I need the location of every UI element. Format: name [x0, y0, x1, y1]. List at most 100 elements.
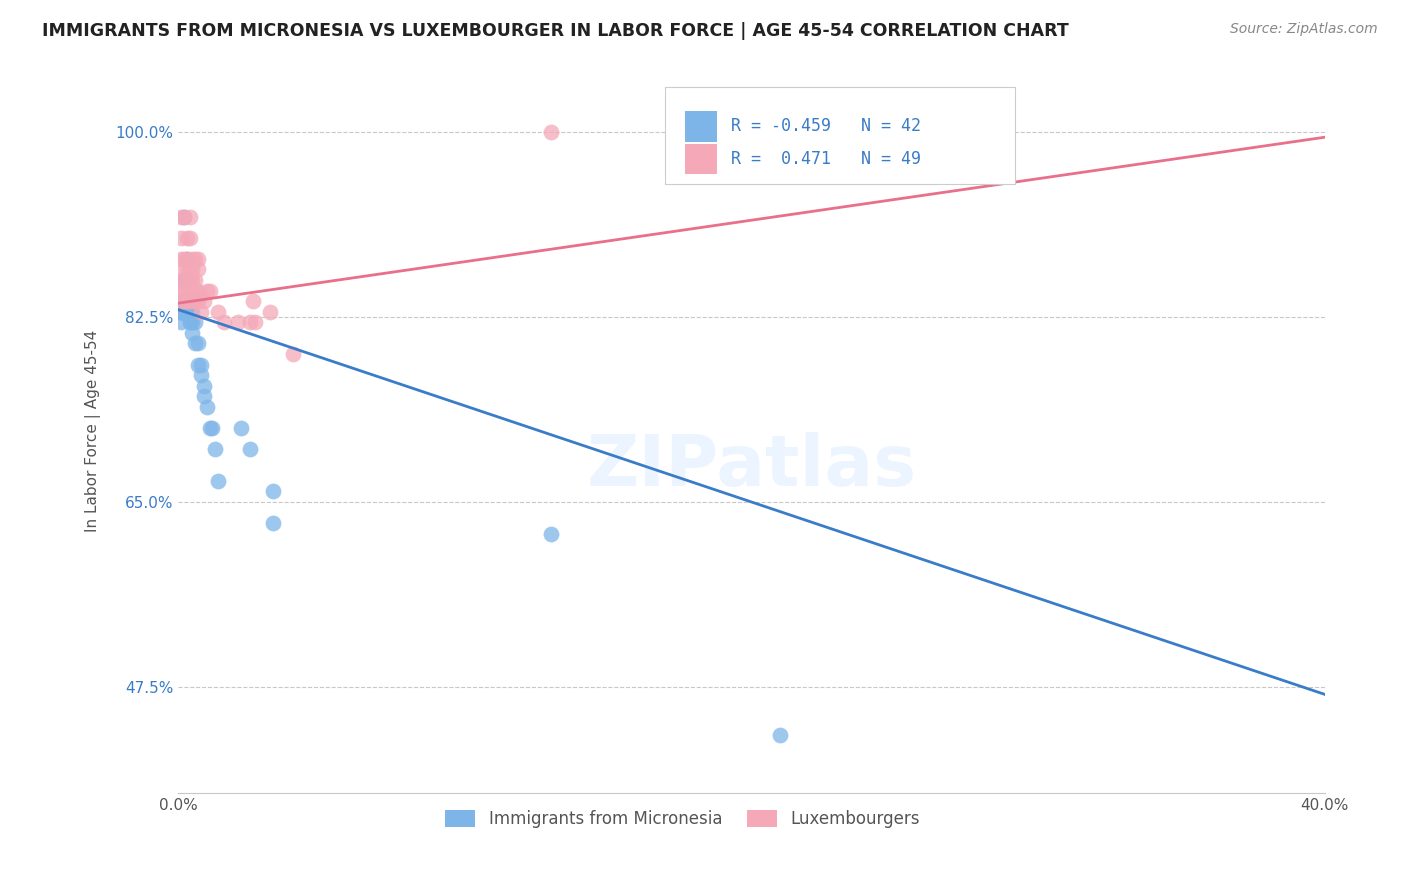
- Point: [170, 294, 193, 309]
- Point: [179, 262, 201, 277]
- Text: R =  0.471   N = 49: R = 0.471 N = 49: [731, 150, 921, 168]
- Point: [179, 210, 201, 224]
- Point: [173, 294, 195, 309]
- Point: [176, 294, 198, 309]
- Point: [179, 315, 201, 329]
- Point: [190, 368, 212, 383]
- Point: [184, 336, 207, 351]
- Point: [540, 526, 562, 541]
- Point: [184, 315, 207, 329]
- Point: [193, 389, 215, 403]
- Point: [187, 358, 209, 372]
- Text: ZIPatlas: ZIPatlas: [586, 433, 917, 501]
- Point: [184, 252, 207, 266]
- Text: Source: ZipAtlas.com: Source: ZipAtlas.com: [1230, 22, 1378, 37]
- Point: [176, 304, 198, 318]
- Point: [170, 284, 193, 298]
- Point: [170, 304, 193, 318]
- Point: [176, 252, 198, 266]
- Point: [179, 294, 201, 309]
- Point: [262, 516, 284, 530]
- Point: [242, 294, 264, 309]
- Y-axis label: In Labor Force | Age 45-54: In Labor Force | Age 45-54: [86, 329, 101, 532]
- Point: [170, 304, 193, 318]
- Point: [176, 284, 198, 298]
- Point: [181, 252, 204, 266]
- Point: [239, 315, 262, 329]
- Point: [173, 252, 195, 266]
- Point: [187, 262, 209, 277]
- Point: [170, 294, 193, 309]
- Point: [176, 273, 198, 287]
- Point: [173, 210, 195, 224]
- Text: IMMIGRANTS FROM MICRONESIA VS LUXEMBOURGER IN LABOR FORCE | AGE 45-54 CORRELATIO: IMMIGRANTS FROM MICRONESIA VS LUXEMBOURG…: [42, 22, 1069, 40]
- Point: [181, 304, 204, 318]
- Point: [173, 273, 195, 287]
- Point: [176, 230, 198, 244]
- Point: [181, 273, 204, 287]
- Point: [179, 294, 201, 309]
- Point: [193, 294, 215, 309]
- Point: [207, 304, 229, 318]
- Point: [187, 294, 209, 309]
- Point: [198, 284, 221, 298]
- Point: [207, 474, 229, 488]
- Point: [173, 294, 195, 309]
- Point: [173, 262, 195, 277]
- Legend: Immigrants from Micronesia, Luxembourgers: Immigrants from Micronesia, Luxembourger…: [439, 804, 927, 835]
- Point: [176, 252, 198, 266]
- FancyBboxPatch shape: [665, 87, 1015, 185]
- Point: [769, 727, 792, 741]
- Point: [170, 252, 193, 266]
- Point: [229, 421, 252, 435]
- Point: [170, 294, 193, 309]
- Point: [245, 315, 267, 329]
- Point: [190, 358, 212, 372]
- Point: [170, 315, 193, 329]
- Point: [184, 284, 207, 298]
- Point: [181, 284, 204, 298]
- Point: [193, 378, 215, 392]
- Point: [195, 284, 218, 298]
- Point: [184, 294, 207, 309]
- Point: [198, 421, 221, 435]
- Point: [212, 315, 235, 329]
- Point: [176, 294, 198, 309]
- Point: [281, 347, 304, 361]
- Point: [176, 262, 198, 277]
- Point: [179, 315, 201, 329]
- Point: [170, 210, 193, 224]
- Point: [187, 284, 209, 298]
- Point: [187, 252, 209, 266]
- Point: [181, 326, 204, 340]
- Point: [262, 484, 284, 499]
- Text: R = -0.459   N = 42: R = -0.459 N = 42: [731, 118, 921, 136]
- Point: [173, 273, 195, 287]
- Point: [181, 315, 204, 329]
- Point: [179, 284, 201, 298]
- Point: [173, 210, 195, 224]
- Point: [184, 273, 207, 287]
- Point: [170, 304, 193, 318]
- Point: [179, 230, 201, 244]
- Point: [170, 304, 193, 318]
- Point: [190, 304, 212, 318]
- Bar: [685, 144, 717, 174]
- Point: [204, 442, 226, 456]
- Point: [226, 315, 249, 329]
- Point: [181, 294, 204, 309]
- Point: [540, 125, 562, 139]
- Point: [187, 336, 209, 351]
- Point: [173, 284, 195, 298]
- Point: [170, 230, 193, 244]
- Point: [259, 304, 281, 318]
- Point: [201, 421, 224, 435]
- Point: [181, 294, 204, 309]
- Point: [239, 442, 262, 456]
- Point: [170, 273, 193, 287]
- Point: [179, 304, 201, 318]
- Point: [179, 273, 201, 287]
- Point: [195, 400, 218, 414]
- Point: [173, 304, 195, 318]
- Bar: [685, 112, 717, 142]
